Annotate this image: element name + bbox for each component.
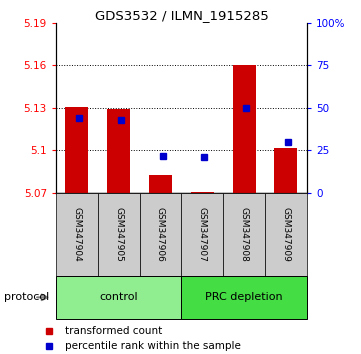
Title: GDS3532 / ILMN_1915285: GDS3532 / ILMN_1915285 [95, 9, 268, 22]
Bar [265, 193, 307, 276]
Text: GSM347909: GSM347909 [282, 207, 291, 262]
Bar [181, 193, 223, 276]
Text: percentile rank within the sample: percentile rank within the sample [65, 341, 241, 352]
Bar [56, 276, 181, 319]
Bar [65, 107, 88, 193]
Bar [98, 193, 140, 276]
Bar [232, 65, 256, 193]
Bar [223, 193, 265, 276]
Bar [140, 193, 181, 276]
Bar [274, 148, 297, 193]
Text: control: control [99, 292, 138, 302]
Bar [191, 192, 214, 193]
Text: PRC depletion: PRC depletion [205, 292, 283, 302]
Text: protocol: protocol [4, 292, 49, 302]
Text: GSM347906: GSM347906 [156, 207, 165, 262]
Bar [56, 193, 98, 276]
Text: GSM347908: GSM347908 [240, 207, 249, 262]
Text: GSM347904: GSM347904 [72, 207, 81, 262]
Bar [181, 276, 307, 319]
Text: transformed count: transformed count [65, 326, 162, 336]
Bar [107, 109, 130, 193]
Text: GSM347907: GSM347907 [198, 207, 207, 262]
Bar [149, 175, 172, 193]
Text: GSM347905: GSM347905 [114, 207, 123, 262]
